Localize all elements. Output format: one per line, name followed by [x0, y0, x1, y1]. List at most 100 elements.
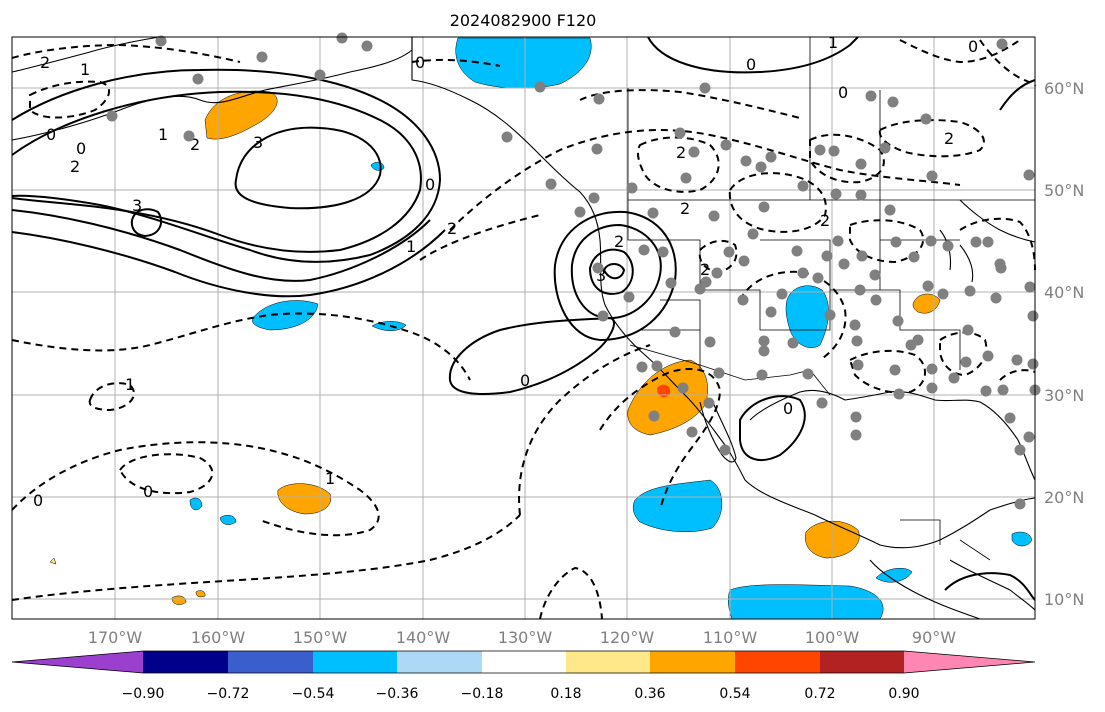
colorbar-segment — [735, 651, 820, 673]
contour-label: 2 — [190, 135, 200, 154]
positive-anomaly-region — [277, 483, 332, 515]
station-marker — [870, 294, 882, 306]
contour-label: 0 — [46, 125, 56, 144]
station-marker — [1011, 354, 1023, 366]
contour-label: 1 — [325, 469, 335, 488]
colorbar-segment — [143, 651, 228, 673]
contour-label: 1 — [80, 60, 90, 79]
contour-label: 0 — [425, 175, 435, 194]
station-marker — [948, 372, 960, 384]
negative-anomaly-region — [785, 285, 829, 348]
station-marker — [787, 337, 799, 349]
station-marker — [816, 397, 828, 409]
colorbar-label: −0.72 — [207, 686, 250, 702]
latitude-ticks: 60°N 50°N 40°N 30°N 20°N 10°N — [1044, 79, 1084, 609]
colorbar-label: −0.54 — [292, 686, 335, 702]
station-marker — [688, 146, 700, 158]
station-marker — [1024, 281, 1036, 293]
station-marker — [855, 158, 867, 170]
lat-tick: 50°N — [1044, 181, 1084, 200]
station-marker — [626, 182, 638, 194]
station-marker — [926, 363, 938, 375]
station-marker — [361, 40, 373, 52]
station-marker — [574, 206, 586, 218]
lat-tick: 40°N — [1044, 283, 1084, 302]
station-marker — [797, 267, 809, 279]
station-marker — [756, 369, 768, 381]
station-marker — [830, 188, 842, 200]
lat-tick: 30°N — [1044, 386, 1084, 405]
station-marker — [851, 335, 863, 347]
lon-tick: 100°W — [805, 628, 860, 647]
station-marker — [892, 315, 904, 327]
contour-label: 0 — [838, 83, 848, 102]
contour-label: 1 — [125, 375, 135, 394]
map-frame — [11, 36, 1036, 620]
colorbar-labels: −0.90 −0.72 −0.54 −0.36 −0.18 0.18 0.36 … — [122, 686, 920, 702]
station-marker — [925, 235, 937, 247]
station-marker — [708, 210, 720, 222]
station-marker — [1023, 169, 1035, 181]
station-marker — [703, 397, 715, 409]
station-marker — [638, 244, 650, 256]
station-marker — [720, 139, 732, 151]
negative-anomaly-region — [632, 479, 723, 533]
station-marker — [719, 444, 731, 456]
station-marker — [852, 359, 864, 371]
lat-tick: 10°N — [1044, 590, 1084, 609]
station-marker — [700, 276, 712, 288]
station-marker — [980, 385, 992, 397]
negative-anomaly-region — [219, 514, 237, 525]
colorbar-segment — [650, 651, 735, 673]
station-marker — [828, 145, 840, 157]
station-marker — [713, 367, 725, 379]
station-marker — [964, 285, 976, 297]
station-marker — [758, 335, 770, 347]
negative-anomaly-region — [728, 584, 884, 620]
station-marker — [865, 90, 877, 102]
contour-label: 0 — [783, 399, 793, 418]
colorbar-segment — [228, 651, 313, 673]
map-title: 2024082900 F120 — [450, 11, 597, 30]
colorbar-label: −0.36 — [376, 686, 419, 702]
station-marker — [183, 130, 195, 142]
station-marker — [155, 35, 167, 47]
station-marker — [850, 411, 862, 423]
station-marker — [1027, 358, 1039, 370]
colorbar-label: −0.90 — [122, 686, 165, 702]
station-marker — [636, 361, 648, 373]
contour-label: 3 — [132, 196, 142, 215]
station-marker — [814, 144, 826, 156]
lon-tick: 160°W — [191, 628, 246, 647]
contour-label: 0 — [415, 53, 425, 72]
contour-label: 3 — [596, 266, 606, 285]
contour-label: 2 — [944, 129, 954, 148]
contour-label: 2 — [700, 260, 710, 279]
colorbar-label: 0.72 — [804, 686, 835, 702]
map-panel: 0 1 2 3 0 1 2 2 3 0 2 1 0 2 3 0 2 1 0 1 … — [11, 32, 1041, 620]
station-marker — [776, 288, 788, 300]
lon-tick: 120°W — [600, 628, 655, 647]
station-marker — [821, 250, 833, 262]
station-marker — [802, 368, 814, 380]
station-marker — [893, 388, 905, 400]
negative-anomaly-region — [1011, 531, 1033, 547]
contour-label: 1 — [406, 237, 416, 256]
contour-label: 1 — [828, 33, 838, 52]
station-marker — [651, 360, 663, 372]
station-marker — [192, 73, 204, 85]
contour-label: 1 — [158, 125, 168, 144]
lon-tick: 150°W — [293, 628, 348, 647]
station-marker — [765, 306, 777, 318]
station-marker — [106, 110, 118, 122]
station-marker — [597, 310, 609, 322]
political-borders — [627, 37, 1035, 561]
station-marker — [884, 204, 896, 216]
station-marker — [922, 280, 934, 292]
station-marker — [1023, 431, 1035, 443]
station-marker — [797, 180, 809, 192]
station-marker — [314, 69, 326, 81]
station-marker — [686, 426, 698, 438]
map-background — [12, 37, 1035, 619]
positive-anomaly-region — [195, 590, 206, 598]
